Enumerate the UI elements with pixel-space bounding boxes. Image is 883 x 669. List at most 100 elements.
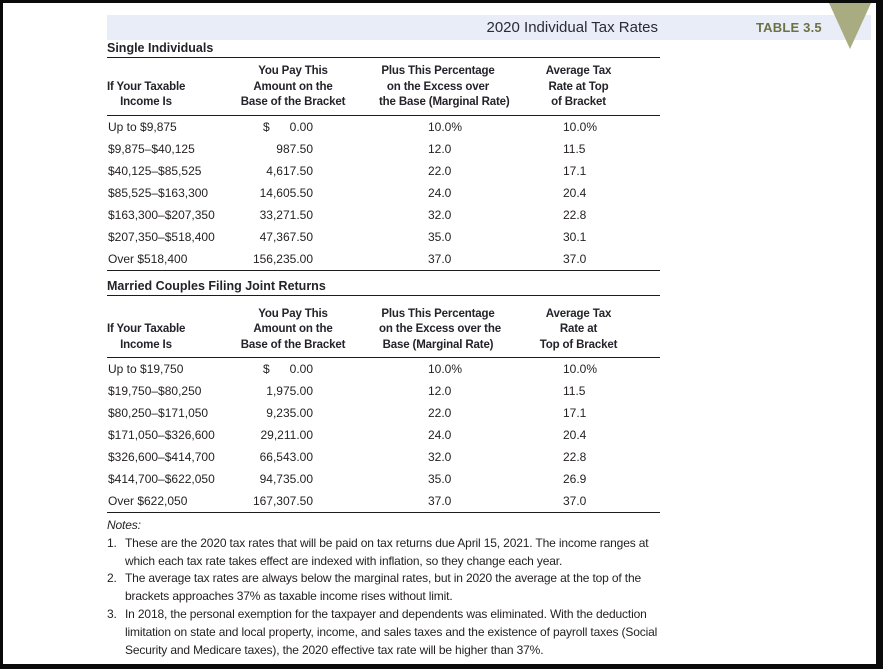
- cell-income-range: $171,050–$326,600: [108, 428, 215, 442]
- cell-base-amount: 66,543.00: [259, 450, 313, 464]
- cell-marginal-rate: 10.0%: [428, 119, 463, 134]
- column-header-row: If Your Taxable Income Is You Pay This A…: [107, 295, 660, 358]
- header-line: Average Tax: [545, 65, 612, 77]
- column-header-average-rate: Average Tax Rate at Top of Bracket: [497, 295, 660, 358]
- column-header-row: If Your Taxable Income Is You Pay This A…: [107, 58, 660, 116]
- cell-marginal-rate: 22.0: [428, 163, 452, 178]
- cell-average-rate: 26.9: [563, 472, 587, 486]
- cell-income-range: $414,700–$622,050: [108, 472, 215, 486]
- cell-income-range: $85,525–$163,300: [108, 185, 209, 200]
- dollar-sign: $: [263, 362, 270, 376]
- cell-income-range: $19,750–$80,250: [108, 384, 202, 398]
- table-row: $326,600–$414,700 66,543.00 32.0 22.8: [107, 446, 660, 468]
- cell-base-amount: $0.00: [207, 115, 379, 138]
- dollar-sign: $: [263, 119, 270, 134]
- cell-average-rate: 10.0%: [563, 119, 598, 134]
- page-content: Single Individuals If Your Taxable Incom…: [107, 40, 660, 659]
- table-row: Up to $9,875 $0.00 10.0% 10.0%: [107, 115, 660, 138]
- header-line: Average Tax: [545, 307, 612, 320]
- header-line: You Pay This: [258, 307, 328, 320]
- amount-value: 0.00: [289, 362, 313, 376]
- note-number: 2.: [107, 571, 117, 586]
- column-header-base-amount: You Pay This Amount on the Base of the B…: [207, 58, 379, 116]
- cell-income-range: $326,600–$414,700: [108, 450, 215, 464]
- table-row: $40,125–$85,525 4,617.50 22.0 17.1: [107, 160, 660, 182]
- cell-average-rate: 10.0%: [563, 362, 598, 376]
- cell-average-rate: 20.4: [563, 428, 587, 442]
- cell-average-rate: 17.1: [563, 406, 587, 420]
- cell-average-rate: 22.8: [563, 450, 587, 464]
- column-header-marginal-rate: Plus This Percentage on the Excess over …: [379, 295, 501, 358]
- table-row: $207,350–$518,400 47,367.50 35.0 30.1: [107, 226, 660, 248]
- table-row: $80,250–$171,050 9,235.00 22.0 17.1: [107, 402, 660, 424]
- column-header-income: If Your Taxable Income Is: [107, 295, 207, 358]
- cell-average-rate: 11.5: [563, 384, 586, 398]
- table-row: Over $518,400 156,235.00 37.0 37.0: [107, 248, 660, 271]
- cell-marginal-rate: 37.0: [428, 494, 452, 508]
- column-header-marginal-rate: Plus This Percentage on the Excess over …: [379, 58, 510, 116]
- header-line: Base of the Bracket: [240, 338, 346, 351]
- table-row: $414,700–$622,050 94,735.00 35.0 26.9: [107, 468, 660, 490]
- cell-average-rate: 37.0: [563, 494, 587, 508]
- table-row: $85,525–$163,300 14,605.50 24.0 20.4: [107, 182, 660, 204]
- header-line: Amount on the: [253, 323, 333, 335]
- cell-marginal-rate: 35.0: [428, 472, 452, 486]
- header-line: Base of the Bracket: [240, 96, 346, 108]
- cell-base-amount: $0.00: [207, 358, 379, 381]
- header-line: Rate at Top: [548, 80, 609, 93]
- note-line: which each tax rate takes effect are ind…: [125, 553, 563, 568]
- cell-base-amount: 167,307.50: [252, 494, 313, 508]
- header-line: If Your Taxable: [107, 80, 186, 93]
- table-row: $163,300–$207,350 33,271.50 32.0 22.8: [107, 204, 660, 226]
- header-line: You Pay This: [258, 65, 328, 77]
- cell-income-range: $9,875–$40,125: [108, 141, 195, 156]
- header-line: Plus This Percentage: [381, 65, 495, 77]
- cell-marginal-rate: 12.0: [428, 141, 452, 156]
- table-title: 2020 Individual Tax Rates: [486, 19, 658, 36]
- note-item-2: 2. The average tax rates are always belo…: [107, 570, 660, 606]
- cell-income-range: $40,125–$85,525: [108, 163, 202, 178]
- header-line: If Your Taxable: [107, 323, 186, 335]
- cell-base-amount: 4,617.50: [266, 163, 313, 178]
- column-header-base-amount: You Pay This Amount on the Base of the B…: [207, 295, 379, 358]
- cell-base-amount: 156,235.00: [252, 251, 313, 266]
- cell-base-amount: 987.50: [276, 141, 313, 156]
- column-header-average-rate: Average Tax Rate at Top of Bracket: [497, 58, 660, 116]
- cell-marginal-rate: 32.0: [428, 450, 452, 464]
- header-line: on the Excess over: [386, 80, 490, 93]
- cell-average-rate: 37.0: [563, 251, 587, 266]
- cell-average-rate: 20.4: [563, 185, 587, 200]
- cell-average-rate: 30.1: [563, 229, 587, 244]
- table-row: $19,750–$80,250 1,975.00 12.0 11.5: [107, 380, 660, 402]
- header-line: Rate at: [559, 323, 598, 335]
- header-line: on the Excess over the: [379, 323, 501, 335]
- cell-income-range: Up to $9,875: [108, 119, 177, 134]
- cell-base-amount: 14,605.50: [259, 185, 313, 200]
- header-line: Plus This Percentage: [381, 307, 495, 320]
- notes-label: Notes:: [107, 518, 141, 532]
- cell-marginal-rate: 37.0: [428, 251, 452, 266]
- cell-income-range: Up to $19,750: [108, 362, 184, 376]
- cell-marginal-rate: 24.0: [428, 185, 452, 200]
- cell-marginal-rate: 22.0: [428, 406, 452, 420]
- note-item-1: 1. These are the 2020 tax rates that wil…: [107, 535, 660, 571]
- single-individuals-table: If Your Taxable Income Is You Pay This A…: [107, 58, 660, 271]
- section-heading-married-couples: Married Couples Filing Joint Returns: [107, 276, 660, 296]
- notes-section: Notes: 1. These are the 2020 tax rates t…: [107, 517, 660, 659]
- cell-base-amount: 47,367.50: [259, 229, 313, 244]
- cell-marginal-rate: 32.0: [428, 207, 452, 222]
- cell-marginal-rate: 10.0%: [428, 362, 463, 376]
- cell-income-range: Over $622,050: [108, 494, 188, 508]
- header-line: Income Is: [120, 96, 172, 108]
- cell-income-range: $80,250–$171,050: [108, 406, 209, 420]
- cell-base-amount: 9,235.00: [266, 406, 313, 420]
- cell-average-rate: 17.1: [563, 163, 587, 178]
- table-number-label: TABLE 3.5: [756, 20, 822, 35]
- header-line: Amount on the: [253, 80, 333, 93]
- cell-average-rate: 22.8: [563, 207, 587, 222]
- triangle-down-icon: [829, 3, 871, 49]
- note-number: 3.: [107, 606, 117, 621]
- table-row: Over $622,050 167,307.50 37.0 37.0: [107, 490, 660, 513]
- note-line: The average tax rates are always below t…: [125, 571, 641, 586]
